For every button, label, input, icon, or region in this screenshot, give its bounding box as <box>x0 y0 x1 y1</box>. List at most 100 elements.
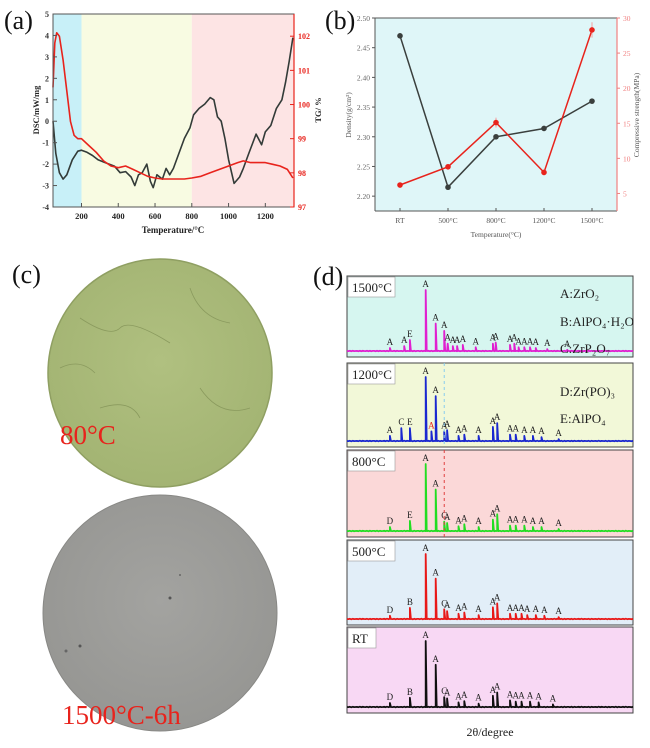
peak-label: A <box>444 687 451 697</box>
temperature-band <box>53 14 82 207</box>
xrd-row-background <box>346 449 634 538</box>
xrd-pattern-line <box>346 289 634 353</box>
peak-label: A <box>538 516 545 526</box>
peak-label: A <box>555 428 562 438</box>
x-tick-label: 1200 <box>257 211 274 221</box>
peak-label: D <box>387 605 394 615</box>
peak-label: A <box>544 338 551 348</box>
x-axis-label: Temperature(°C) <box>471 230 522 239</box>
peak-label: A <box>512 691 519 701</box>
peak-label: A <box>450 335 457 345</box>
temperature-band <box>81 14 192 207</box>
peak-label: C <box>441 511 447 521</box>
peak-label: A <box>524 604 531 614</box>
pore <box>179 574 181 576</box>
dsc-tg-chart: 200 400 600 800 1000 1200 -4 -3 -2 -1 0 1 2 3 4 5 97 98 99… <box>31 10 323 235</box>
peak-label: A <box>530 425 537 435</box>
peak-label: A <box>444 333 451 343</box>
x-tick-label: 1200°C <box>532 216 555 225</box>
peak-label: A <box>475 425 482 435</box>
peak-label: A <box>490 596 497 606</box>
peak-label: A <box>387 425 394 435</box>
peak-label: A <box>387 337 394 347</box>
density-point <box>541 125 547 132</box>
tg-curve <box>52 31 294 180</box>
peak-label: A <box>472 336 479 346</box>
peak-label: A <box>475 693 482 703</box>
peak-label: A <box>507 424 514 434</box>
y2-tick-label: 20 <box>623 84 631 93</box>
peak-label: A <box>507 603 514 613</box>
peak-label: A <box>494 682 501 692</box>
peak-label: B <box>407 687 413 697</box>
peak-label: A <box>461 513 468 523</box>
peak-label: A <box>521 336 528 346</box>
y-tick-label: -4 <box>42 203 49 212</box>
xrd-row-background <box>346 626 634 714</box>
peak-label: A <box>494 592 501 602</box>
peak-label: B <box>407 597 413 607</box>
y2-tick-label: 25 <box>623 49 631 58</box>
x-axis-label: 2θ/degree <box>466 725 513 739</box>
x-axis-label: Temperature/°C <box>142 225 205 235</box>
x-tick-label: 600 <box>149 211 162 221</box>
y-tick-label: 5 <box>45 10 49 19</box>
xrd-pattern-line <box>346 553 634 621</box>
peak-label: C <box>441 686 447 696</box>
y-tick-label: 2.40 <box>357 73 370 82</box>
peak-label: A <box>492 332 499 342</box>
y2-tick-label: 10 <box>623 154 631 163</box>
peak-label: A <box>490 416 497 426</box>
peak-label: A <box>475 516 482 526</box>
y-tick-label: 2.45 <box>357 44 370 53</box>
x-tick-label: 400 <box>112 211 125 221</box>
peak-label: C <box>398 417 404 427</box>
panel-label-c: (c) <box>12 260 41 289</box>
y-tick-label: 4 <box>45 31 49 40</box>
peak-label: A <box>555 606 562 616</box>
dsc-curve <box>52 37 294 189</box>
peak-label: A <box>432 313 439 323</box>
peak-label: D <box>387 692 394 702</box>
y-tick-label: 3 <box>45 53 49 62</box>
peak-label: A <box>511 333 518 343</box>
xrd-pattern-line <box>346 640 634 709</box>
peak-label: D <box>387 516 394 526</box>
peak-label: A <box>490 685 497 695</box>
y2-tick-label: 101 <box>298 66 310 75</box>
peak-label: A <box>527 691 534 701</box>
density-point <box>589 98 595 104</box>
compressive-strength-point <box>589 27 595 33</box>
peak-label: A <box>550 693 557 703</box>
peak-label: A <box>460 334 467 344</box>
temperature-band <box>191 14 294 207</box>
sample-disk-80c <box>47 258 273 488</box>
peak-label: A <box>422 543 429 553</box>
legend-entry: A:ZrO₂ <box>560 286 599 301</box>
row-label-box <box>347 363 396 385</box>
peak-label: A <box>432 479 439 489</box>
peak-label: A <box>530 516 537 526</box>
y-tick-label: 2.50 <box>357 14 370 23</box>
peak-label: A <box>507 334 514 344</box>
peak-label: A <box>507 689 514 699</box>
y-tick-label: 2.20 <box>357 192 370 201</box>
peak-label: A <box>533 604 540 614</box>
y-tick-label: 0 <box>45 117 49 126</box>
peak-label: C <box>441 598 447 608</box>
x-tick-label: RT <box>395 216 405 225</box>
y2-tick-label: 100 <box>298 101 310 110</box>
peak-label: A <box>541 605 548 615</box>
peak-label: A <box>507 515 514 525</box>
legend-entry: C:ZrP₂O₇ <box>560 341 610 356</box>
row-label: 1500°C <box>352 280 392 295</box>
peak-label: A <box>461 690 468 700</box>
panel-label-d: (d) <box>313 262 344 291</box>
row-label: 1200°C <box>352 367 392 382</box>
compressive-strength-point <box>493 119 499 126</box>
peak-label: A <box>444 512 451 522</box>
y-tick-label: 1 <box>45 96 49 105</box>
